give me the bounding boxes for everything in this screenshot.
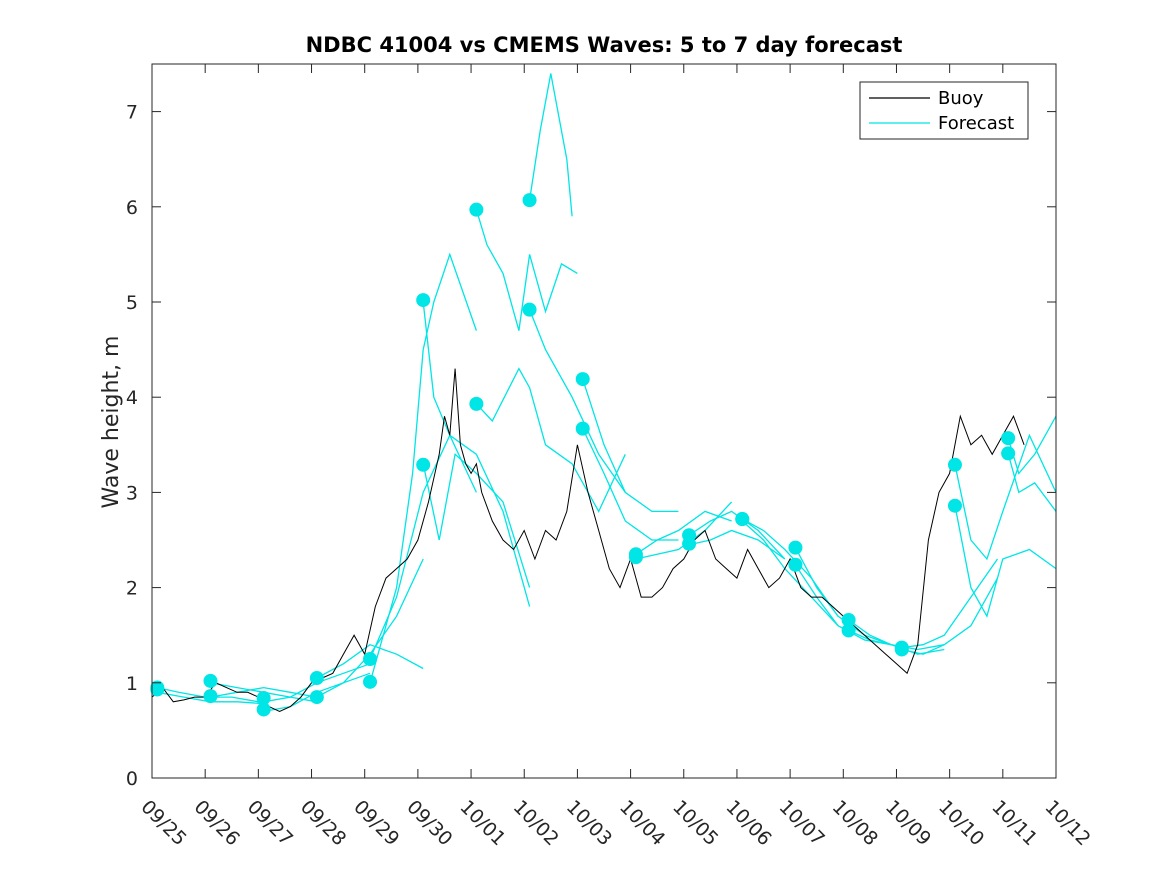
forecast-start-marker-6 — [309, 671, 324, 686]
forecast-series-line-17 — [582, 428, 679, 541]
forecast-start-marker-16 — [575, 372, 590, 387]
forecast-start-marker-19 — [628, 550, 643, 565]
forecast-series-line-16 — [582, 378, 679, 513]
forecast-start-marker-2 — [203, 673, 218, 688]
forecast-start-marker-23 — [735, 512, 750, 527]
y-tick-label-2: 2 — [126, 578, 138, 600]
forecast-start-marker-12 — [469, 202, 484, 217]
legend: Buoy Forecast — [859, 81, 1029, 140]
forecast-series-line-3 — [210, 686, 317, 698]
forecast-start-marker-21 — [682, 536, 697, 551]
forecast-series-line-28 — [901, 558, 999, 649]
y-tick-label-6: 6 — [126, 197, 138, 219]
forecast-series-line-27 — [848, 629, 945, 651]
forecast-start-marker-10 — [416, 293, 431, 308]
y-tick-label-3: 3 — [126, 482, 138, 504]
forecast-series-line-12 — [475, 209, 578, 331]
forecast-start-marker-4 — [256, 691, 271, 706]
forecast-start-marker-13 — [469, 396, 484, 411]
legend-label-forecast: Forecast — [938, 113, 1014, 134]
forecast-start-marker-11 — [416, 457, 431, 472]
legend-label-buoy: Buoy — [938, 88, 984, 109]
legend-box — [859, 81, 1029, 140]
forecast-series-line-10 — [422, 301, 531, 607]
forecast-start-marker-29 — [894, 642, 909, 657]
forecast-start-marker-27 — [841, 623, 856, 638]
forecast-start-marker-8 — [363, 652, 378, 666]
forecast-series-line-21 — [688, 529, 786, 560]
forecast-start-marker-31 — [947, 498, 962, 513]
y-tick-label-0: 0 — [126, 768, 138, 790]
forecast-start-marker-33 — [1001, 446, 1016, 461]
y-tick-label-1: 1 — [126, 673, 138, 695]
forecast-start-marker-17 — [575, 421, 590, 436]
y-tick-label-5: 5 — [126, 292, 138, 314]
plot-area — [150, 63, 1057, 779]
forecast-series-line-24 — [794, 547, 892, 646]
chart-title: NDBC 41004 vs CMEMS Waves: 5 to 7 day fo… — [306, 33, 903, 57]
forecast-series-line-33 — [1007, 453, 1057, 512]
forecast-start-marker-5 — [256, 702, 271, 717]
forecast-start-marker-24 — [788, 540, 803, 555]
forecast-start-marker-9 — [363, 674, 378, 689]
forecast-series-line-19 — [635, 501, 733, 560]
buoy-series-line — [151, 368, 1025, 712]
forecast-series-line-29 — [901, 577, 999, 655]
forecast-start-marker-7 — [309, 690, 324, 705]
forecast-series-line-22 — [741, 518, 839, 617]
y-axis-label: Wave height, m — [99, 336, 124, 509]
forecast-series-line-6 — [316, 643, 424, 679]
forecast-start-marker-26 — [841, 612, 856, 627]
axes-frame — [151, 63, 1057, 779]
forecast-series-line-18 — [635, 510, 732, 555]
forecast-series-line-30 — [954, 433, 1057, 561]
y-axis: 0 1 2 3 4 5 6 7 — [126, 102, 1056, 790]
forecast-start-marker-30 — [947, 457, 962, 472]
axes-background — [152, 64, 1056, 778]
forecast-series-line-9 — [369, 252, 478, 683]
forecast-series-line-13 — [475, 367, 626, 513]
forecast-series-line-20 — [688, 510, 786, 560]
forecast-start-marker-3 — [203, 689, 218, 704]
forecast-start-marker-1 — [150, 682, 165, 697]
forecast-series-line-15 — [528, 309, 626, 493]
forecast-start-marker-25 — [788, 557, 803, 572]
forecast-start-marker-32 — [1001, 431, 1016, 446]
forecast-start-marker-15 — [522, 302, 537, 317]
forecast-series-line-25 — [794, 564, 892, 646]
y-tick-label-4: 4 — [126, 387, 138, 409]
forecast-series-line-14 — [528, 73, 573, 217]
forecast-start-marker-14 — [522, 193, 537, 208]
forecast-series-line-31 — [954, 505, 1057, 618]
y-tick-label-7: 7 — [126, 102, 138, 124]
